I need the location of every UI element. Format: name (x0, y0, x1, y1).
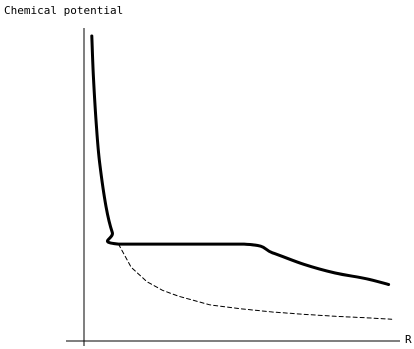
x-axis-label: R (405, 333, 412, 346)
series-layer (90, 34, 393, 320)
solid-curve (90, 34, 391, 286)
y-axis-label: Chemical potential (4, 4, 123, 17)
dashed-curve (118, 243, 393, 320)
